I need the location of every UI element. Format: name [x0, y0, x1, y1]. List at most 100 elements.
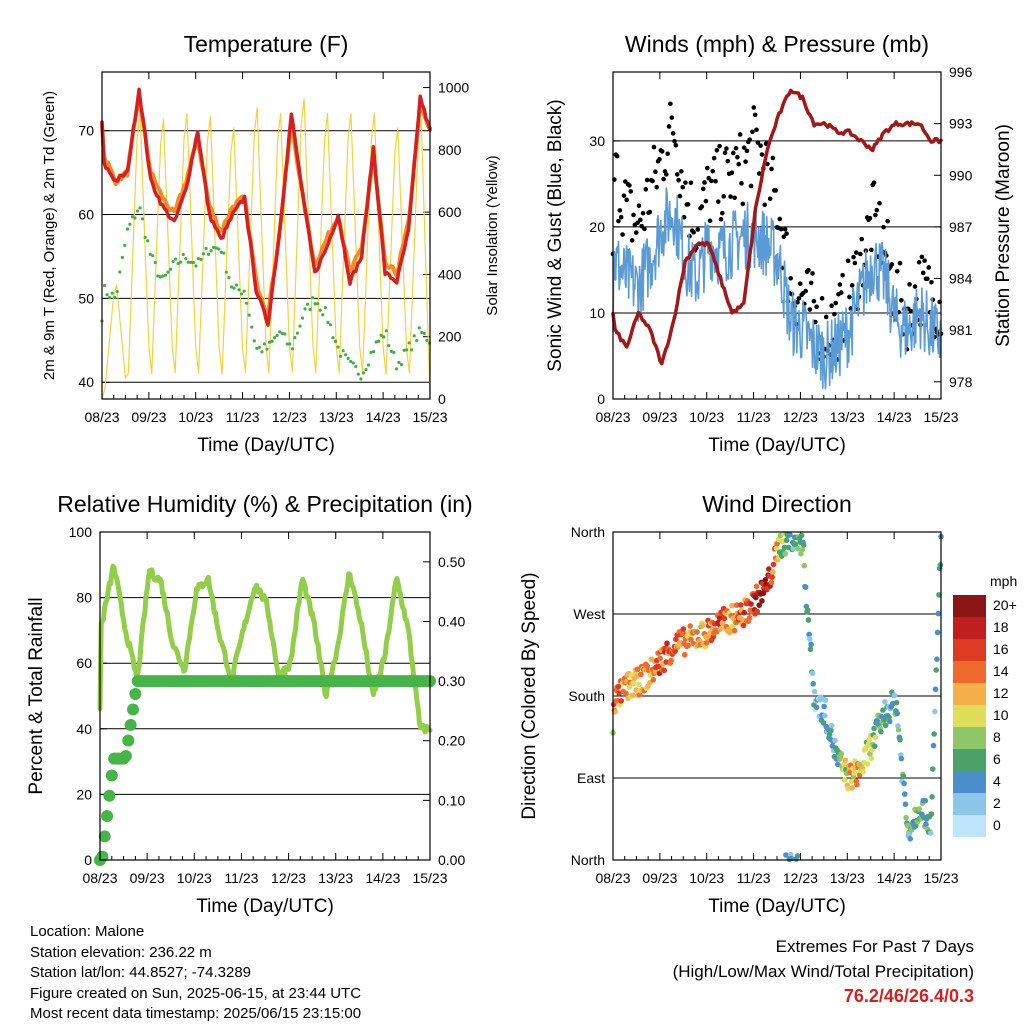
- point-gust: [700, 186, 706, 192]
- point-gust: [707, 218, 713, 224]
- point-dewpoint: [303, 307, 307, 311]
- legend-swatch: [953, 683, 986, 705]
- point-direction: [766, 566, 772, 572]
- point-dewpoint: [394, 367, 399, 371]
- point-direction: [774, 540, 780, 547]
- point-dewpoint: [207, 252, 211, 256]
- point-dewpoint: [364, 367, 368, 372]
- point-dewpoint: [151, 254, 155, 258]
- point-direction: [805, 617, 812, 623]
- point-precip: [119, 750, 132, 763]
- point-dewpoint: [135, 209, 140, 213]
- point-dewpoint: [283, 332, 287, 336]
- point-direction: [929, 794, 935, 800]
- x-tick-label: 15/23: [923, 409, 958, 425]
- point-direction: [841, 777, 848, 783]
- wind-direction-panel: Wind Direction Time (Day/UTC) Direction (C…: [519, 491, 959, 917]
- chart-title: Wind Direction: [702, 491, 852, 517]
- point-direction: [681, 652, 688, 658]
- point-dewpoint: [102, 283, 107, 288]
- point-gust: [929, 279, 934, 285]
- point-gust: [847, 294, 852, 300]
- point-gust: [677, 193, 683, 199]
- point-gust: [920, 270, 926, 276]
- point-gust: [770, 155, 776, 161]
- point-direction: [894, 710, 901, 717]
- point-gust: [703, 198, 709, 204]
- point-gust: [715, 199, 721, 204]
- y2-axis-title: Solar Insolation (Yellow): [484, 155, 501, 315]
- station-elevation: Station elevation: 236.22 m: [30, 943, 212, 961]
- x-tick-label: 11/23: [737, 870, 771, 886]
- y-tick-label: 20: [589, 219, 605, 235]
- point-dewpoint: [242, 289, 246, 293]
- point-precip: [124, 719, 137, 732]
- point-dewpoint: [318, 308, 322, 312]
- point-dewpoint: [128, 222, 132, 226]
- point-dewpoint: [338, 354, 343, 358]
- y-axis-title: 2m & 9m T (Red, Orange) & 2m Td (Green): [41, 91, 58, 380]
- point-direction: [650, 677, 657, 683]
- point-direction: [746, 614, 753, 621]
- point-gust: [833, 300, 839, 306]
- point-direction: [847, 769, 853, 776]
- point-dewpoint: [374, 340, 378, 344]
- point-gust: [919, 254, 925, 260]
- point-direction: [807, 636, 813, 642]
- point-gust: [621, 193, 627, 198]
- point-direction: [668, 657, 674, 664]
- point-gust: [702, 180, 707, 185]
- point-direction: [680, 626, 687, 632]
- point-direction: [721, 615, 728, 622]
- point-dewpoint: [285, 342, 289, 346]
- x-tick-label: 09/23: [642, 870, 677, 886]
- point-direction: [860, 768, 866, 775]
- legend-label: 18: [993, 619, 1009, 635]
- point-dewpoint: [125, 227, 129, 231]
- point-precip: [105, 769, 118, 782]
- point-direction: [835, 761, 841, 768]
- y-tick-label: 10: [589, 305, 605, 321]
- point-dewpoint: [143, 235, 147, 239]
- point-gust: [654, 184, 660, 190]
- point-direction: [719, 620, 726, 627]
- point-gust: [769, 166, 774, 172]
- point-direction: [636, 691, 643, 698]
- point-direction: [716, 615, 723, 621]
- y-tick-label: 40: [76, 721, 92, 737]
- point-gust: [743, 159, 748, 164]
- legend-swatch: [953, 705, 986, 727]
- point-direction: [685, 642, 691, 649]
- point-dewpoint: [212, 245, 216, 249]
- point-direction: [808, 641, 814, 648]
- point-precip: [96, 850, 109, 863]
- point-dewpoint: [214, 246, 218, 250]
- point-dewpoint: [331, 336, 335, 340]
- point-dewpoint: [219, 250, 223, 254]
- point-direction: [759, 598, 765, 604]
- point-gust: [650, 178, 655, 184]
- point-gust: [657, 156, 662, 162]
- point-gust: [614, 153, 620, 159]
- point-gust: [713, 178, 718, 184]
- point-gust: [814, 304, 819, 310]
- point-dewpoint: [118, 270, 122, 274]
- point-direction: [886, 718, 893, 725]
- point-direction: [848, 778, 855, 785]
- x-axis-title: Time (Day/UTC): [197, 435, 335, 456]
- point-dewpoint: [130, 215, 135, 219]
- point-direction: [636, 681, 642, 688]
- legend-swatch: [953, 815, 986, 837]
- point-direction: [731, 627, 738, 634]
- point-direction: [768, 579, 775, 586]
- y-tick-label: 40: [78, 374, 94, 390]
- point-dewpoint: [189, 260, 193, 264]
- point-direction: [810, 680, 817, 687]
- point-direction: [864, 761, 870, 767]
- point-direction: [933, 667, 940, 673]
- point-gust: [722, 150, 728, 156]
- x-tick-label: 09/23: [131, 409, 166, 425]
- station-info: Location: Malone Station elevation: 236.…: [30, 922, 361, 1025]
- point-dewpoint: [224, 270, 228, 274]
- point-dewpoint: [275, 333, 279, 337]
